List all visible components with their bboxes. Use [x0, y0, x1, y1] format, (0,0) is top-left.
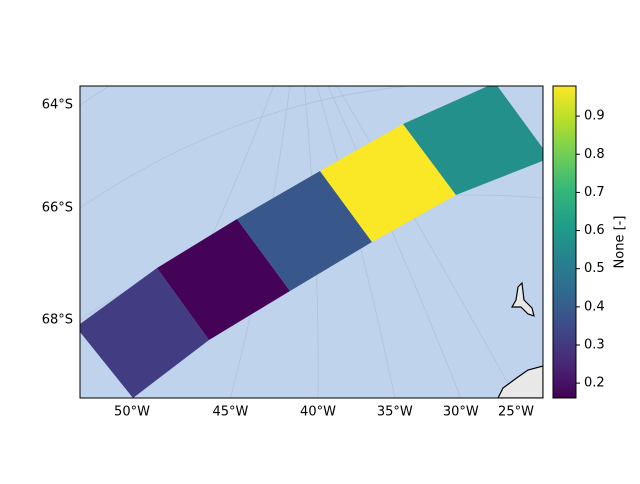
- y-tick-label: 68°S: [42, 313, 73, 328]
- x-tick-label: 50°W: [114, 405, 150, 420]
- x-tick-label: 40°W: [300, 405, 336, 420]
- colorbar-tick-label: 0.4: [584, 299, 605, 314]
- colorbar-tick-label: 0.5: [584, 261, 605, 276]
- grid-line: [336, 86, 517, 398]
- grid-line: [80, 86, 543, 209]
- grid-line: [327, 86, 462, 398]
- colorbar-tick-label: 0.9: [584, 109, 605, 124]
- colorbar-tick-label: 0.3: [584, 337, 605, 352]
- cell: [237, 171, 372, 291]
- x-tick-label: 30°W: [443, 405, 479, 420]
- colorbar-tick-label: 0.7: [584, 185, 605, 200]
- colorbar: [552, 85, 577, 399]
- map-frame: [79, 85, 544, 399]
- colorbar-label: None [-]: [613, 216, 628, 269]
- colorbar-tick-label: 0.8: [584, 147, 605, 162]
- y-tick-label: 66°S: [42, 201, 73, 216]
- swath: [80, 86, 543, 398]
- x-tick-label: 45°W: [212, 405, 248, 420]
- island: [510, 281, 535, 317]
- land: [497, 281, 543, 398]
- colorbar-tick-label: 0.6: [584, 223, 605, 238]
- cell: [80, 268, 209, 398]
- cell: [157, 219, 290, 340]
- x-tick-label: 25°W: [498, 405, 534, 420]
- cell: [403, 86, 543, 195]
- colorbar-tick-label: 0.2: [584, 376, 605, 391]
- x-tick-label: 35°W: [377, 405, 413, 420]
- y-tick-label: 64°S: [42, 98, 73, 113]
- cell: [320, 124, 456, 242]
- land-mass: [497, 365, 543, 398]
